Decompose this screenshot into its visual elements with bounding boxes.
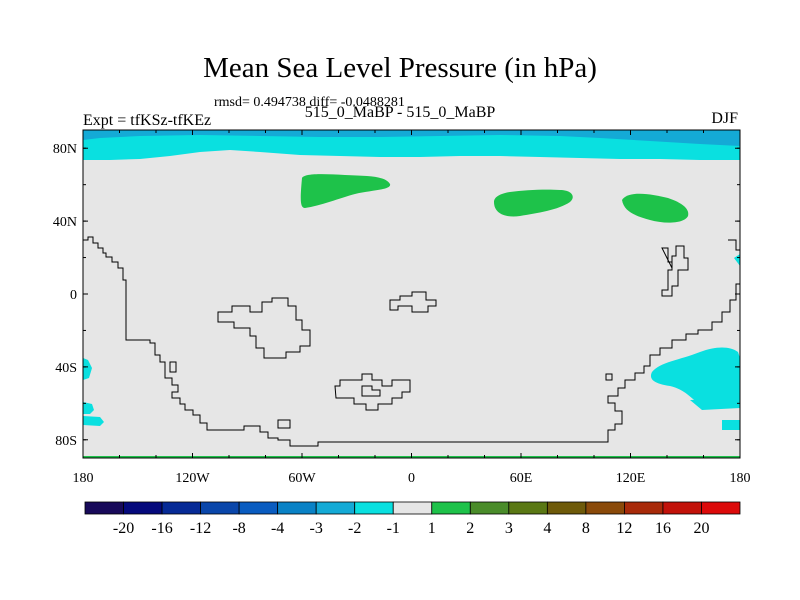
coastline-southern-land bbox=[334, 373, 411, 411]
colorbar-swatch bbox=[585, 501, 625, 515]
colorbar-swatch bbox=[84, 501, 124, 515]
x-axis: 180 120W 60W 0 60E 120E 180 bbox=[73, 130, 751, 486]
colorbar-swatch bbox=[508, 501, 548, 515]
positive-region-eurasia-central bbox=[494, 189, 573, 217]
colorbar-swatch bbox=[392, 501, 433, 515]
stats-label: rmsd= 0.494738 diff= -0.0488281 bbox=[214, 95, 405, 110]
positive-region-eurasia-east bbox=[622, 193, 689, 223]
negative-region-south-east-lower bbox=[690, 398, 740, 410]
x-tick-label: 180 bbox=[73, 471, 94, 486]
negative-region-south-east bbox=[650, 347, 740, 406]
colorbar-label: -2 bbox=[348, 520, 361, 537]
coastline-africa bbox=[217, 297, 311, 359]
colorbar-swatch bbox=[354, 501, 394, 515]
colorbar-label: -4 bbox=[271, 520, 284, 537]
colorbar-swatch bbox=[200, 501, 240, 515]
colorbar-label: 3 bbox=[505, 520, 513, 537]
colorbar-label: 4 bbox=[543, 520, 551, 537]
y-tick-label: 80S bbox=[55, 434, 77, 449]
experiment-label: Expt = tfKSz-tfKEz bbox=[83, 112, 212, 129]
y-tick-label: 40N bbox=[53, 215, 77, 230]
colorbar-label: -12 bbox=[190, 520, 211, 537]
y-axis: 80N 40N 0 40S 80S bbox=[53, 142, 740, 449]
north-polar-negative-region bbox=[83, 130, 740, 160]
negative-region-west-edge-1 bbox=[83, 358, 92, 380]
period-label: 515_0_MaBP - 515_0_MaBP bbox=[304, 104, 496, 121]
coastline-layer bbox=[83, 236, 740, 447]
colorbar-swatch bbox=[238, 501, 279, 515]
coastline-south-small-island bbox=[277, 419, 291, 429]
colorbar-label: -16 bbox=[151, 520, 172, 537]
colorbar-label: -20 bbox=[113, 520, 134, 537]
coastline-southern-inner bbox=[361, 385, 381, 397]
coastline-east-asia bbox=[661, 245, 689, 297]
colorbar-swatch bbox=[431, 501, 471, 515]
coastline-americas bbox=[83, 236, 740, 447]
colorbar-label: -8 bbox=[232, 520, 245, 537]
x-tick-label: 120E bbox=[616, 471, 646, 486]
colorbar-label: 2 bbox=[466, 520, 474, 537]
coastline-east-coast bbox=[728, 239, 740, 251]
north-polar-darker-band bbox=[83, 130, 740, 146]
colorbar-swatch bbox=[701, 501, 741, 515]
x-tick-label: 60E bbox=[510, 471, 533, 486]
colorbar: -20 -16 -12 -8 -4 -3 -2 -1 1 2 3 4 8 12 16 20 bbox=[84, 501, 741, 537]
negative-region-west-edge-2 bbox=[83, 402, 94, 414]
y-tick-label: 80N bbox=[53, 142, 77, 157]
y-tick-label: 40S bbox=[55, 361, 77, 376]
colorbar-swatch bbox=[469, 501, 510, 515]
colorbar-label: 1 bbox=[428, 520, 436, 537]
y-tick-label: 0 bbox=[70, 288, 77, 303]
colorbar-swatch bbox=[277, 501, 317, 515]
colorbar-swatch bbox=[662, 501, 702, 515]
chart-title: Mean Sea Level Pressure (in hPa) bbox=[203, 52, 597, 84]
colorbar-swatch bbox=[624, 501, 664, 515]
x-tick-label: 120W bbox=[175, 471, 210, 486]
coastline-east-small-island bbox=[605, 373, 613, 381]
coastline-south-american-tip bbox=[169, 361, 177, 373]
colorbar-swatch bbox=[315, 501, 356, 515]
colorbar-label: 20 bbox=[693, 520, 709, 537]
colorbar-swatch bbox=[161, 501, 201, 515]
x-tick-label: 180 bbox=[730, 471, 751, 486]
colorbar-swatch bbox=[123, 501, 163, 515]
negative-region-south-east-bottom bbox=[722, 420, 740, 430]
colorbar-label: 16 bbox=[655, 520, 671, 537]
colorbar-label: 8 bbox=[582, 520, 590, 537]
colorbar-label: -1 bbox=[387, 520, 400, 537]
season-label: DJF bbox=[711, 110, 738, 127]
negative-region-east-edge bbox=[734, 254, 740, 266]
colorbar-label: -3 bbox=[310, 520, 323, 537]
x-tick-label: 60W bbox=[288, 471, 316, 486]
positive-region-eurasia-west bbox=[300, 174, 391, 208]
negative-region-west-edge-3 bbox=[83, 416, 104, 426]
x-tick-label: 0 bbox=[408, 471, 415, 486]
colorbar-swatch bbox=[546, 501, 587, 515]
coastline-island-equator bbox=[389, 291, 437, 313]
colorbar-label: 12 bbox=[616, 520, 632, 537]
